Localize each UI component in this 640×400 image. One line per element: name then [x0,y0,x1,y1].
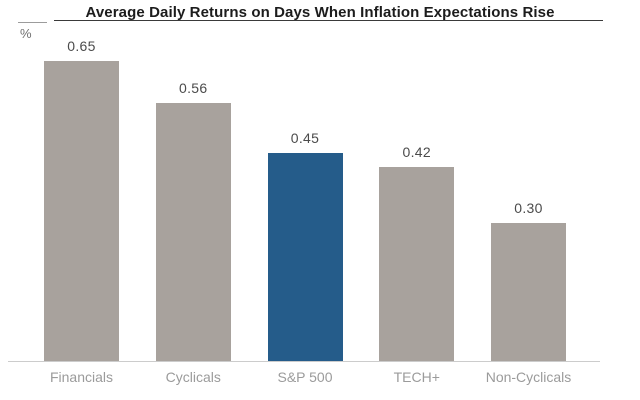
category-label-non-cyclicals: Non-Cyclicals [485,369,572,385]
bar-value-label-non-cyclicals: 0.30 [514,199,543,216]
bar-non-cyclicals [491,222,566,361]
top-left-rule [18,22,47,23]
plot-area: 0.65 0.56 0.45 0.42 0.30 [44,38,566,361]
bar-tech [379,167,455,361]
bar-column-financials: 0.65 [44,38,119,361]
bar-column-tech: 0.42 [379,144,455,361]
category-label-tech: TECH+ [393,369,440,385]
bar-column-non-cyclicals: 0.30 [491,199,566,361]
bar-value-label-cyclicals: 0.56 [179,79,208,96]
bar-column-s-p-500: 0.45 [267,130,343,361]
category-label-cell: Non-Cyclicals [486,369,572,387]
category-labels-row: Financials Cyclicals S&P 500 TECH+ Non-Cycli… [44,369,572,387]
category-label-cyclicals: Cyclicals [165,369,221,385]
bar-value-label-financials: 0.65 [67,38,96,54]
category-label-financials: Financials [49,369,114,385]
bar-value-label-tech: 0.42 [402,144,431,161]
bar-value-label-s-p-500: 0.45 [290,130,320,147]
category-label-s-p-500: S&P 500 [277,369,333,385]
title-underline-rule [54,19,603,22]
bar-column-cyclicals: 0.56 [155,79,231,361]
bar-financials [44,61,119,361]
category-label-cell: TECH+ [379,369,454,387]
bar-cyclicals [155,102,231,361]
chart-title: Average Daily Returns on Days When Infla… [85,4,555,21]
y-axis-unit-label: % [20,26,32,41]
category-label-cell: Cyclicals [156,369,231,387]
category-label-cell: S&P 500 [268,369,343,387]
x-axis-line [8,361,600,362]
bar-s-p-500 [267,153,343,361]
category-label-cell: Financials [44,369,119,387]
